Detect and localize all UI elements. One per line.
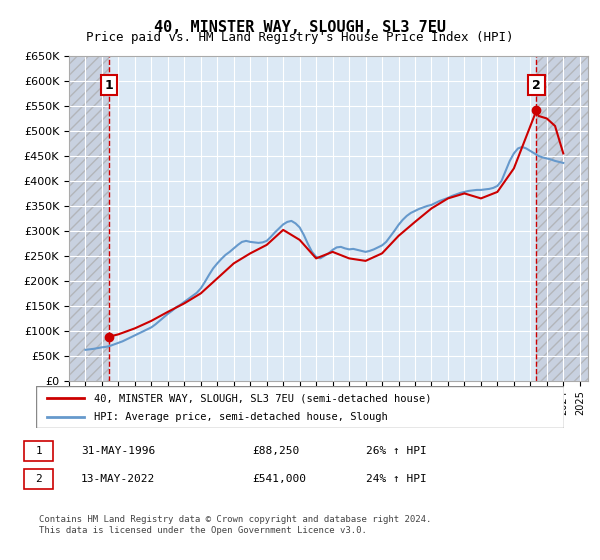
Text: Contains HM Land Registry data © Crown copyright and database right 2024.
This d: Contains HM Land Registry data © Crown c… xyxy=(39,515,431,535)
Text: HPI: Average price, semi-detached house, Slough: HPI: Average price, semi-detached house,… xyxy=(94,412,388,422)
Text: £88,250: £88,250 xyxy=(252,446,299,456)
Text: 13-MAY-2022: 13-MAY-2022 xyxy=(81,474,155,484)
Text: 2: 2 xyxy=(532,79,541,92)
Bar xyxy=(69,56,109,381)
Text: 40, MINSTER WAY, SLOUGH, SL3 7EU: 40, MINSTER WAY, SLOUGH, SL3 7EU xyxy=(154,20,446,35)
Text: 1: 1 xyxy=(104,79,113,92)
Text: 24% ↑ HPI: 24% ↑ HPI xyxy=(366,474,427,484)
FancyBboxPatch shape xyxy=(36,386,564,428)
Text: 31-MAY-1996: 31-MAY-1996 xyxy=(81,446,155,456)
Text: 26% ↑ HPI: 26% ↑ HPI xyxy=(366,446,427,456)
Text: 1: 1 xyxy=(35,446,43,456)
Bar xyxy=(536,56,588,381)
Text: 2: 2 xyxy=(35,474,43,484)
Text: Price paid vs. HM Land Registry's House Price Index (HPI): Price paid vs. HM Land Registry's House … xyxy=(86,31,514,44)
Text: 40, MINSTER WAY, SLOUGH, SL3 7EU (semi-detached house): 40, MINSTER WAY, SLOUGH, SL3 7EU (semi-d… xyxy=(94,393,431,403)
Text: £541,000: £541,000 xyxy=(252,474,306,484)
